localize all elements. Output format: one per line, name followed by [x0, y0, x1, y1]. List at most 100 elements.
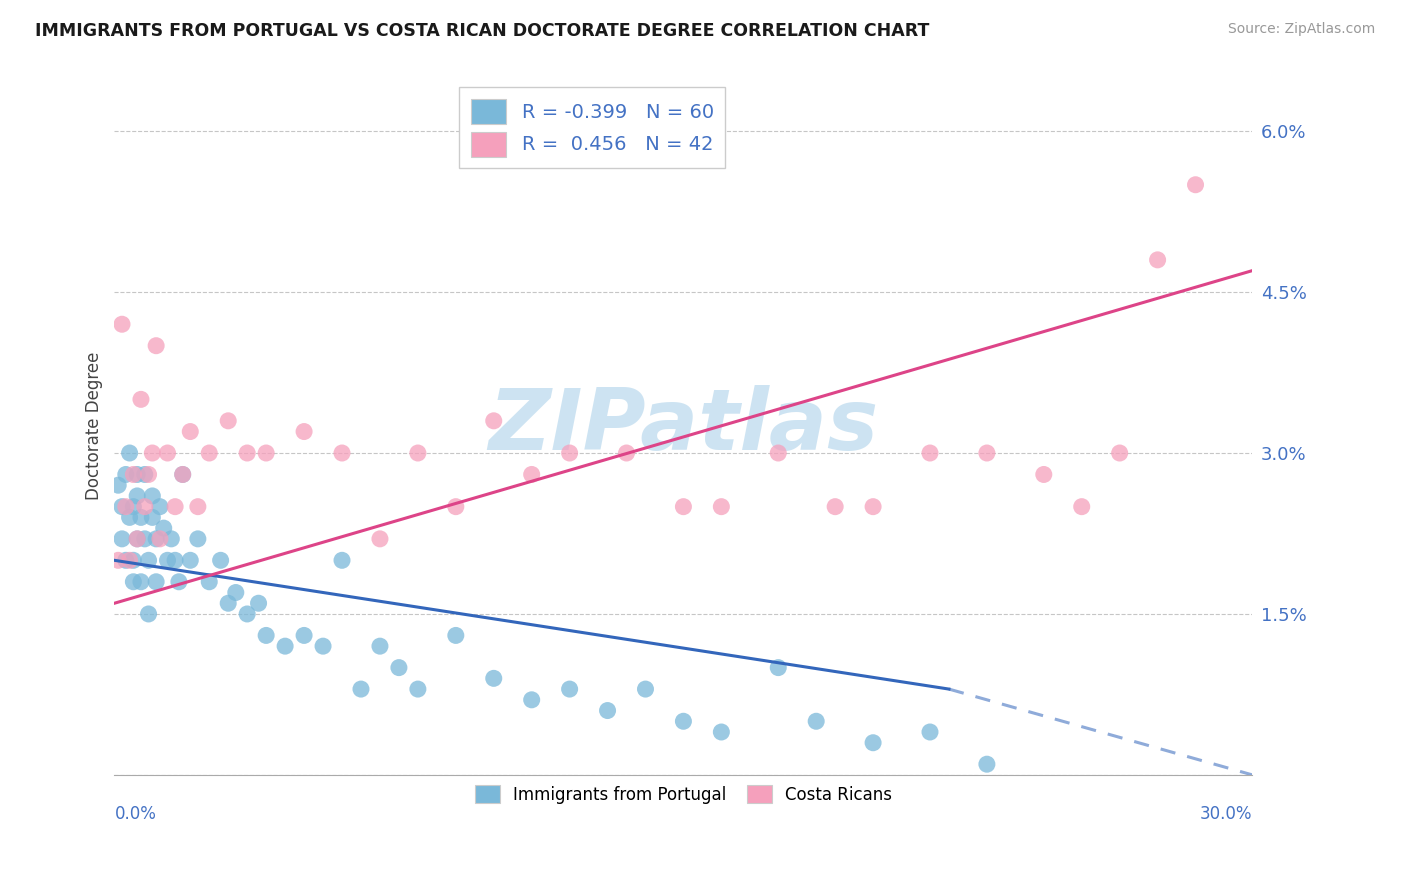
Point: [710, 500, 733, 514]
Text: 30.0%: 30.0%: [1199, 805, 1253, 823]
Point: [806, 714, 828, 729]
Point: [138, 607, 160, 621]
Point: [292, 425, 315, 439]
Point: [918, 725, 941, 739]
Point: [862, 500, 884, 514]
Point: [127, 489, 149, 503]
Legend: Immigrants from Portugal, Costa Ricans: Immigrants from Portugal, Costa Ricans: [467, 777, 900, 812]
Point: [672, 500, 695, 514]
Point: [862, 736, 884, 750]
Point: [247, 596, 270, 610]
Point: [122, 574, 145, 589]
Text: IMMIGRANTS FROM PORTUGAL VS COSTA RICAN DOCTORATE DEGREE CORRELATION CHART: IMMIGRANTS FROM PORTUGAL VS COSTA RICAN …: [35, 22, 929, 40]
Point: [768, 660, 790, 674]
Point: [118, 510, 141, 524]
Point: [1184, 178, 1206, 192]
Point: [111, 532, 134, 546]
Point: [350, 682, 373, 697]
Point: [172, 467, 194, 482]
Point: [198, 446, 221, 460]
Point: [138, 467, 160, 482]
Y-axis label: Doctorate Degree: Doctorate Degree: [86, 352, 103, 500]
Point: [330, 553, 353, 567]
Point: [111, 318, 134, 332]
Point: [129, 392, 152, 407]
Point: [127, 532, 149, 546]
Point: [172, 467, 194, 482]
Point: [254, 628, 277, 642]
Point: [179, 553, 201, 567]
Point: [254, 446, 277, 460]
Point: [388, 660, 411, 674]
Point: [114, 500, 136, 514]
Point: [165, 500, 187, 514]
Point: [134, 500, 156, 514]
Point: [558, 682, 581, 697]
Point: [710, 725, 733, 739]
Point: [1146, 252, 1168, 267]
Point: [127, 467, 149, 482]
Point: [616, 446, 638, 460]
Point: [149, 500, 172, 514]
Point: [236, 607, 259, 621]
Point: [145, 532, 167, 546]
Point: [274, 639, 297, 653]
Point: [596, 704, 619, 718]
Point: [114, 553, 136, 567]
Point: [312, 639, 335, 653]
Point: [118, 446, 141, 460]
Point: [165, 553, 187, 567]
Point: [406, 446, 429, 460]
Point: [152, 521, 174, 535]
Point: [1070, 500, 1092, 514]
Point: [141, 446, 163, 460]
Point: [634, 682, 657, 697]
Point: [122, 553, 145, 567]
Point: [111, 500, 134, 514]
Point: [292, 628, 315, 642]
Point: [558, 446, 581, 460]
Point: [217, 414, 239, 428]
Point: [406, 682, 429, 697]
Point: [236, 446, 259, 460]
Text: ZIPatlas: ZIPatlas: [488, 384, 879, 467]
Point: [330, 446, 353, 460]
Point: [134, 467, 156, 482]
Point: [156, 446, 179, 460]
Point: [209, 553, 232, 567]
Point: [198, 574, 221, 589]
Point: [976, 446, 998, 460]
Point: [482, 671, 505, 685]
Point: [122, 467, 145, 482]
Point: [520, 467, 543, 482]
Point: [107, 478, 129, 492]
Point: [672, 714, 695, 729]
Point: [1032, 467, 1054, 482]
Point: [768, 446, 790, 460]
Point: [129, 574, 152, 589]
Point: [187, 532, 209, 546]
Point: [138, 553, 160, 567]
Text: Source: ZipAtlas.com: Source: ZipAtlas.com: [1227, 22, 1375, 37]
Point: [107, 553, 129, 567]
Point: [167, 574, 190, 589]
Point: [127, 532, 149, 546]
Point: [187, 500, 209, 514]
Point: [118, 553, 141, 567]
Point: [217, 596, 239, 610]
Point: [141, 510, 163, 524]
Point: [145, 339, 167, 353]
Point: [482, 414, 505, 428]
Point: [444, 628, 467, 642]
Point: [368, 532, 391, 546]
Point: [976, 757, 998, 772]
Text: 0.0%: 0.0%: [114, 805, 156, 823]
Point: [145, 574, 167, 589]
Point: [122, 500, 145, 514]
Point: [520, 693, 543, 707]
Point: [225, 585, 247, 599]
Point: [444, 500, 467, 514]
Point: [134, 532, 156, 546]
Point: [824, 500, 846, 514]
Point: [179, 425, 201, 439]
